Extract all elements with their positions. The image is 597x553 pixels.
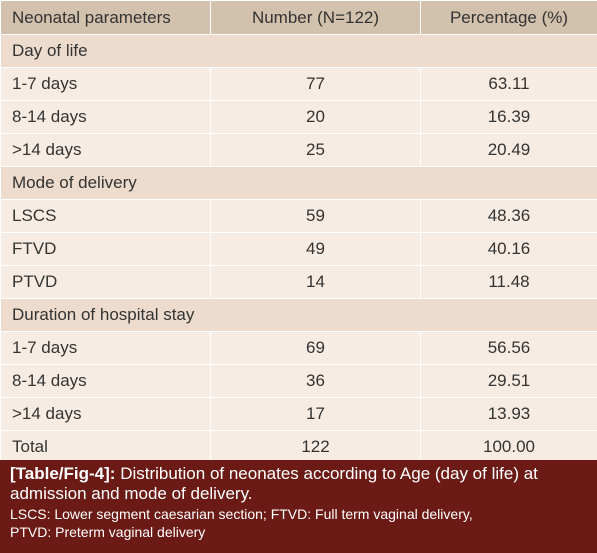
caption-abbreviations: LSCS: Lower segment caesarian section; F…	[10, 505, 587, 541]
column-header-parameters: Neonatal parameters	[0, 0, 211, 35]
section-title: Mode of delivery	[0, 166, 597, 200]
row-number: 25	[210, 133, 421, 167]
section-row-mode-of-delivery: Mode of delivery	[0, 166, 597, 200]
row-number: 69	[210, 331, 421, 365]
caption-text: Distribution of neonates according to Ag…	[10, 464, 538, 503]
caption-note-line: LSCS: Lower segment caesarian section; F…	[10, 506, 473, 522]
row-number: 59	[210, 199, 421, 233]
row-percentage: 48.36	[420, 199, 597, 233]
row-percentage: 20.49	[420, 133, 597, 167]
table-header-row: Neonatal parameters Number (N=122) Perce…	[0, 0, 597, 35]
table-row: >14 days 25 20.49	[0, 133, 597, 167]
row-percentage: 11.48	[420, 265, 597, 299]
total-row: Total 122 100.00	[0, 430, 597, 464]
row-percentage: 63.11	[420, 67, 597, 101]
row-label: PTVD	[0, 265, 211, 299]
row-percentage: 40.16	[420, 232, 597, 266]
row-number: 49	[210, 232, 421, 266]
row-label: LSCS	[0, 199, 211, 233]
total-number: 122	[210, 430, 421, 464]
caption-main: [Table/Fig-4]: Distribution of neonates …	[10, 464, 587, 504]
section-row-day-of-life: Day of life	[0, 34, 597, 68]
table-row: 1-7 days 69 56.56	[0, 331, 597, 365]
caption-note-line: PTVD: Preterm vaginal delivery	[10, 524, 206, 540]
row-label: 8-14 days	[0, 100, 211, 134]
row-label: 1-7 days	[0, 331, 211, 365]
row-percentage: 29.51	[420, 364, 597, 398]
row-percentage: 13.93	[420, 397, 597, 431]
row-number: 14	[210, 265, 421, 299]
total-label: Total	[0, 430, 211, 464]
row-label: FTVD	[0, 232, 211, 266]
caption-label: [Table/Fig-4]:	[10, 464, 116, 483]
neonatal-table: Neonatal parameters Number (N=122) Perce…	[0, 0, 597, 464]
table-row: >14 days 17 13.93	[0, 397, 597, 431]
total-percentage: 100.00	[420, 430, 597, 464]
row-label: 1-7 days	[0, 67, 211, 101]
table-row: 1-7 days 77 63.11	[0, 67, 597, 101]
section-row-hospital-stay: Duration of hospital stay	[0, 298, 597, 332]
row-percentage: 56.56	[420, 331, 597, 365]
table-row: PTVD 14 11.48	[0, 265, 597, 299]
row-label: 8-14 days	[0, 364, 211, 398]
row-number: 77	[210, 67, 421, 101]
table-row: FTVD 49 40.16	[0, 232, 597, 266]
row-number: 36	[210, 364, 421, 398]
row-number: 17	[210, 397, 421, 431]
table-row: LSCS 59 48.36	[0, 199, 597, 233]
column-header-number: Number (N=122)	[210, 0, 421, 35]
table-row: 8-14 days 36 29.51	[0, 364, 597, 398]
row-percentage: 16.39	[420, 100, 597, 134]
table-row: 8-14 days 20 16.39	[0, 100, 597, 134]
row-label: >14 days	[0, 397, 211, 431]
section-title: Day of life	[0, 34, 597, 68]
column-header-percentage: Percentage (%)	[420, 0, 597, 35]
row-number: 20	[210, 100, 421, 134]
section-title: Duration of hospital stay	[0, 298, 597, 332]
figure-caption: [Table/Fig-4]: Distribution of neonates …	[0, 460, 597, 553]
row-label: >14 days	[0, 133, 211, 167]
